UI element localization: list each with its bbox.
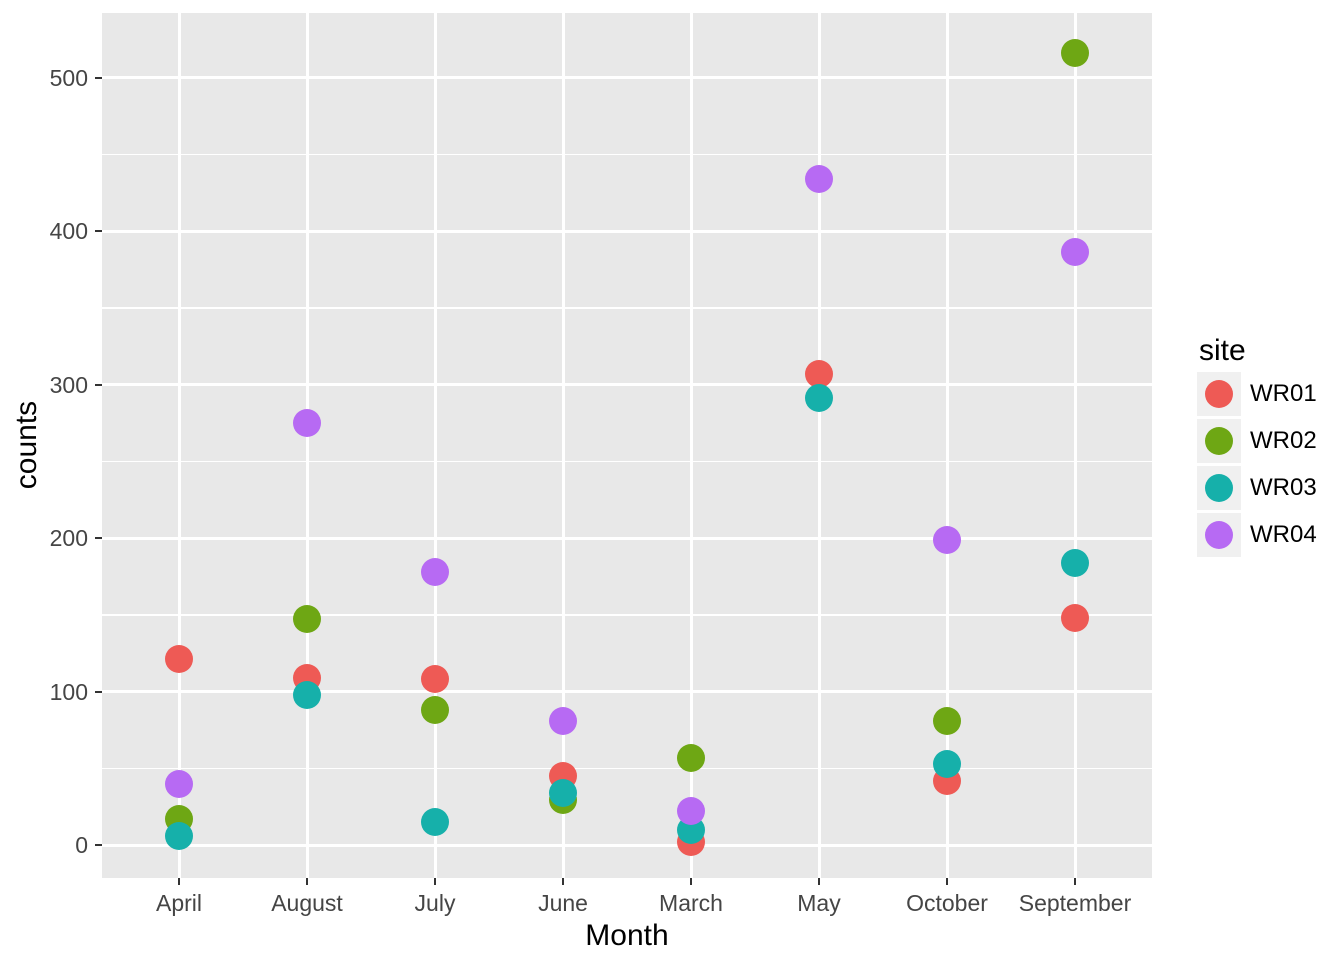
- data-point-WR01-July: [421, 665, 449, 694]
- legend-item-WR02: WR02: [1197, 419, 1344, 463]
- gridline-major-h: [102, 536, 1152, 540]
- data-point-WR04-September: [1061, 238, 1089, 267]
- y-tick-label: 100: [49, 678, 88, 705]
- x-tick-label: March: [659, 890, 723, 916]
- data-point-WR04-May: [805, 164, 833, 193]
- gridline-minor-h: [102, 614, 1152, 616]
- legend-dot-WR01: [1205, 380, 1233, 408]
- y-tick-mark: [95, 844, 102, 846]
- data-point-WR03-July: [421, 807, 449, 836]
- gridline-major-h: [102, 690, 1152, 693]
- data-point-WR04-June: [549, 706, 577, 735]
- y-tick-label: 300: [49, 371, 88, 398]
- plot-panel: [102, 13, 1152, 878]
- x-tick-mark: [306, 878, 308, 885]
- data-point-WR03-June: [549, 778, 577, 807]
- data-point-WR04-March: [677, 797, 705, 826]
- data-point-WR01-May: [805, 359, 833, 388]
- gridline-major-v: [305, 13, 309, 878]
- gridline-major-v: [561, 13, 565, 878]
- data-point-WR03-September: [1061, 548, 1089, 577]
- x-tick-mark: [690, 878, 692, 885]
- x-axis-title: Month: [585, 919, 669, 952]
- gridline-major-h: [102, 76, 1152, 79]
- gridline-major-h: [102, 843, 1152, 847]
- gridline-major-v: [433, 13, 437, 878]
- legend-label-WR03: WR03: [1250, 474, 1317, 501]
- gridline-minor-h: [102, 460, 1152, 462]
- data-point-WR04-April: [165, 769, 193, 798]
- data-point-WR01-September: [1061, 603, 1089, 632]
- gridline-major-v: [177, 13, 181, 878]
- legend-key-WR02: [1197, 419, 1241, 463]
- data-point-WR04-August: [293, 408, 321, 437]
- data-point-WR02-August: [293, 605, 321, 634]
- gridline-major-h: [102, 383, 1152, 386]
- data-point-WR03-October: [933, 749, 961, 778]
- gridline-major-v: [817, 13, 821, 878]
- legend-key-WR04: [1197, 513, 1241, 557]
- x-tick-mark: [178, 878, 180, 885]
- y-tick-label: 500: [49, 64, 88, 91]
- y-tick-label: 200: [49, 525, 88, 551]
- legend-item-WR03: WR03: [1197, 466, 1344, 510]
- x-tick-mark: [818, 878, 820, 885]
- data-point-WR02-September: [1061, 38, 1089, 67]
- legend-key-WR03: [1197, 466, 1241, 510]
- legend-dot-WR02: [1205, 427, 1233, 455]
- legend: site WR01 WR02 WR03 WR04: [1197, 334, 1344, 560]
- gridline-minor-h: [102, 767, 1152, 769]
- x-tick-mark: [1074, 878, 1076, 885]
- x-tick-label: July: [414, 890, 456, 916]
- y-tick-mark: [95, 230, 102, 232]
- gridline-major-v: [689, 13, 693, 878]
- y-tick-label: 0: [75, 832, 88, 858]
- legend-title: site: [1199, 334, 1246, 367]
- y-tick-mark: [95, 690, 102, 693]
- data-point-WR03-August: [293, 680, 321, 709]
- gridline-minor-h: [102, 153, 1152, 155]
- legend-label-WR02: WR02: [1250, 427, 1317, 454]
- y-tick-mark: [95, 537, 102, 539]
- legend-keys: WR01 WR02 WR03 WR04: [1197, 372, 1344, 557]
- x-tick-label: May: [797, 890, 841, 916]
- legend-label-WR04: WR04: [1250, 521, 1317, 548]
- gridline-major-v: [1073, 13, 1077, 878]
- legend-dot-WR04: [1205, 521, 1233, 549]
- data-point-WR04-July: [421, 557, 449, 586]
- data-point-WR02-March: [677, 743, 705, 772]
- gridline-major-v: [945, 13, 949, 878]
- y-tick-mark: [95, 76, 102, 79]
- gridline-major-h: [102, 229, 1152, 233]
- data-point-WR04-October: [933, 525, 961, 554]
- x-tick-label: October: [906, 890, 988, 916]
- legend-item-WR04: WR04: [1197, 513, 1344, 557]
- x-tick-label: June: [538, 890, 588, 916]
- y-tick-label: 400: [49, 218, 88, 244]
- data-point-WR03-May: [805, 384, 833, 413]
- x-tick-mark: [434, 878, 436, 885]
- x-tick-label: August: [271, 890, 343, 916]
- x-tick-label: April: [155, 890, 202, 916]
- data-point-WR02-July: [421, 695, 449, 724]
- data-point-WR02-October: [933, 706, 961, 735]
- legend-item-WR01: WR01: [1197, 372, 1344, 416]
- x-tick-label: September: [1018, 890, 1132, 916]
- x-tick-mark: [562, 878, 564, 885]
- legend-dot-WR03: [1205, 474, 1233, 502]
- legend-label-WR01: WR01: [1250, 380, 1317, 407]
- data-point-WR03-April: [165, 821, 193, 850]
- data-point-WR01-April: [165, 645, 193, 674]
- y-tick-mark: [95, 383, 102, 386]
- x-tick-mark: [946, 878, 948, 885]
- legend-key-WR01: [1197, 372, 1241, 416]
- gridline-minor-h: [102, 307, 1152, 309]
